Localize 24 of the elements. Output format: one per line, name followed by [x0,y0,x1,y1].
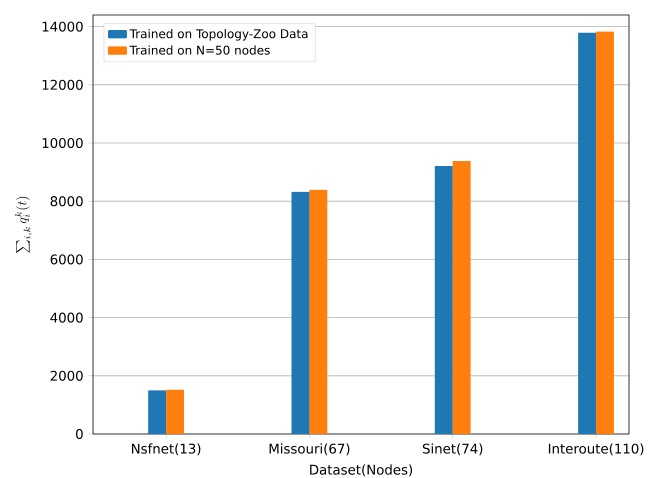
bar [596,32,614,434]
x-tick-label: Missouri(67) [270,443,350,456]
y-tick-label: 6000 [50,254,83,264]
legend-label: Trained on N=50 nodes [130,45,270,55]
bar [309,190,328,434]
x-tick-label: Interoute(110) [548,443,644,456]
y-tick-label: 14000 [42,22,83,32]
bar [148,390,166,434]
y-tick-label: 8000 [50,196,83,206]
x-axis-title: Dataset(Nodes) [310,464,412,476]
legend-label: Trained on Topology-Zoo Data [130,28,308,41]
bar [291,192,310,434]
bar [166,390,184,434]
y-tick-label: 10000 [42,138,83,148]
y-tick-label: 0 [76,428,83,440]
bar [434,166,453,434]
y-axis-title: $\sum_{i,k} q_i^k(t)$ [14,196,32,253]
y-tick-label: 12000 [42,80,83,90]
bar [578,32,596,434]
x-tick-label: Nsfnet(13) [132,443,200,456]
y-tick-label: 4000 [50,312,83,323]
bar [452,161,471,434]
y-tick-label: 2000 [50,370,83,381]
x-tick-label: Sinet(74) [422,443,482,456]
